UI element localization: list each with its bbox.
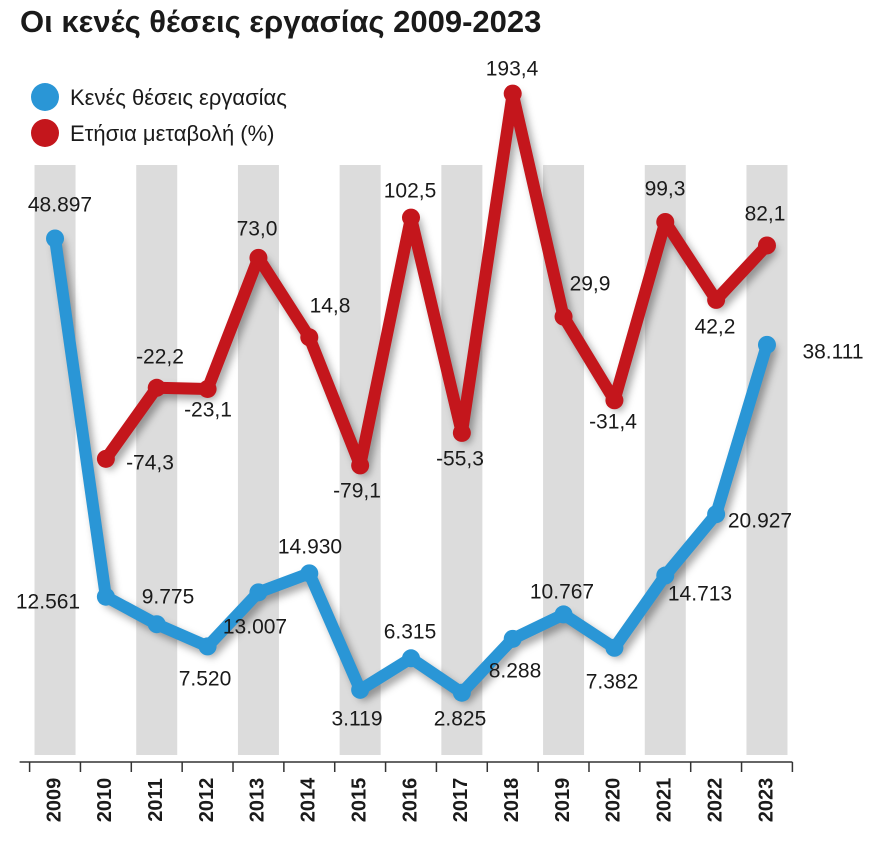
data-label: 193,4 bbox=[486, 58, 539, 81]
data-label: 12.561 bbox=[16, 591, 80, 614]
legend-swatch bbox=[31, 119, 59, 147]
point bbox=[605, 638, 624, 657]
x-tick-label: 2021 bbox=[654, 778, 676, 823]
data-label: 7.382 bbox=[586, 671, 639, 694]
point bbox=[757, 335, 776, 354]
point bbox=[707, 290, 726, 309]
data-label: 8.288 bbox=[489, 660, 542, 683]
point bbox=[351, 456, 370, 475]
data-label: 73,0 bbox=[237, 218, 278, 241]
data-label: 7.520 bbox=[179, 668, 232, 691]
point bbox=[757, 236, 776, 255]
data-label: -79,1 bbox=[333, 480, 381, 503]
data-label: -31,4 bbox=[589, 411, 637, 434]
x-tick-label: 2023 bbox=[755, 778, 777, 823]
data-label: 99,3 bbox=[645, 178, 686, 201]
stripe bbox=[441, 165, 483, 755]
stripe bbox=[136, 165, 178, 755]
data-label: 6.315 bbox=[384, 621, 437, 644]
x-tick-label: 2020 bbox=[603, 778, 625, 823]
data-label: 42,2 bbox=[695, 316, 736, 339]
point bbox=[147, 378, 166, 397]
point bbox=[198, 637, 217, 656]
point bbox=[503, 84, 522, 103]
data-label: 14.930 bbox=[278, 536, 342, 559]
point bbox=[554, 307, 573, 326]
stripes bbox=[34, 165, 788, 755]
point bbox=[402, 208, 420, 227]
x-tick-label: 2018 bbox=[501, 778, 523, 823]
point bbox=[452, 683, 471, 702]
x-tick-label: 2022 bbox=[704, 778, 726, 823]
legend-label: Ετήσια μεταβολή (%) bbox=[70, 121, 275, 146]
data-label: 3.119 bbox=[332, 708, 383, 731]
point bbox=[300, 564, 319, 583]
data-label: 13.007 bbox=[223, 616, 287, 639]
legend-label: Κενές θέσεις εργασίας bbox=[70, 85, 287, 110]
legend-swatch bbox=[31, 83, 59, 111]
x-tick-label: 2019 bbox=[552, 778, 574, 823]
x-tick-label: 2013 bbox=[247, 778, 269, 823]
point bbox=[249, 248, 268, 267]
point bbox=[452, 423, 471, 442]
x-tick-label: 2014 bbox=[298, 777, 320, 822]
point bbox=[249, 583, 268, 602]
data-label: -74,3 bbox=[126, 452, 174, 475]
data-label: 2.825 bbox=[434, 708, 487, 731]
point bbox=[605, 391, 624, 410]
point bbox=[300, 328, 319, 347]
point bbox=[96, 587, 115, 606]
data-label: 48.897 bbox=[28, 194, 92, 217]
data-label: 14,8 bbox=[310, 295, 351, 318]
point bbox=[147, 615, 166, 634]
point bbox=[351, 680, 370, 699]
point bbox=[96, 449, 115, 468]
x-tick-label: 2011 bbox=[145, 778, 167, 821]
data-label: -23,1 bbox=[184, 399, 232, 422]
point bbox=[707, 505, 726, 524]
data-label: -55,3 bbox=[436, 448, 484, 471]
x-tick-label: 2016 bbox=[399, 778, 421, 823]
x-tick-label: 2015 bbox=[348, 778, 370, 823]
data-label: 20.927 bbox=[728, 510, 792, 533]
point bbox=[656, 566, 675, 585]
point bbox=[402, 649, 420, 668]
x-tick-label: 2012 bbox=[196, 778, 218, 823]
data-label: -22,2 bbox=[136, 346, 184, 369]
x-tick-label: 2017 bbox=[450, 778, 472, 823]
series-line bbox=[99, 87, 773, 472]
point bbox=[46, 229, 65, 248]
chart-title: Οι κενές θέσεις εργασίας 2009-2023 bbox=[20, 4, 541, 39]
point bbox=[198, 379, 217, 398]
data-label: 10.767 bbox=[530, 581, 594, 604]
data-label: 9.775 bbox=[142, 586, 195, 609]
x-tick-label: 2009 bbox=[43, 778, 65, 823]
point bbox=[503, 629, 522, 648]
data-label: 102,5 bbox=[384, 180, 437, 203]
x-tick-label: 2010 bbox=[94, 778, 116, 823]
data-label: 14.713 bbox=[668, 583, 732, 606]
data-label: 29,9 bbox=[570, 273, 611, 296]
data-label: 38.111 bbox=[802, 341, 863, 364]
data-label: 82,1 bbox=[745, 203, 786, 226]
point bbox=[656, 212, 675, 231]
point bbox=[554, 605, 573, 624]
